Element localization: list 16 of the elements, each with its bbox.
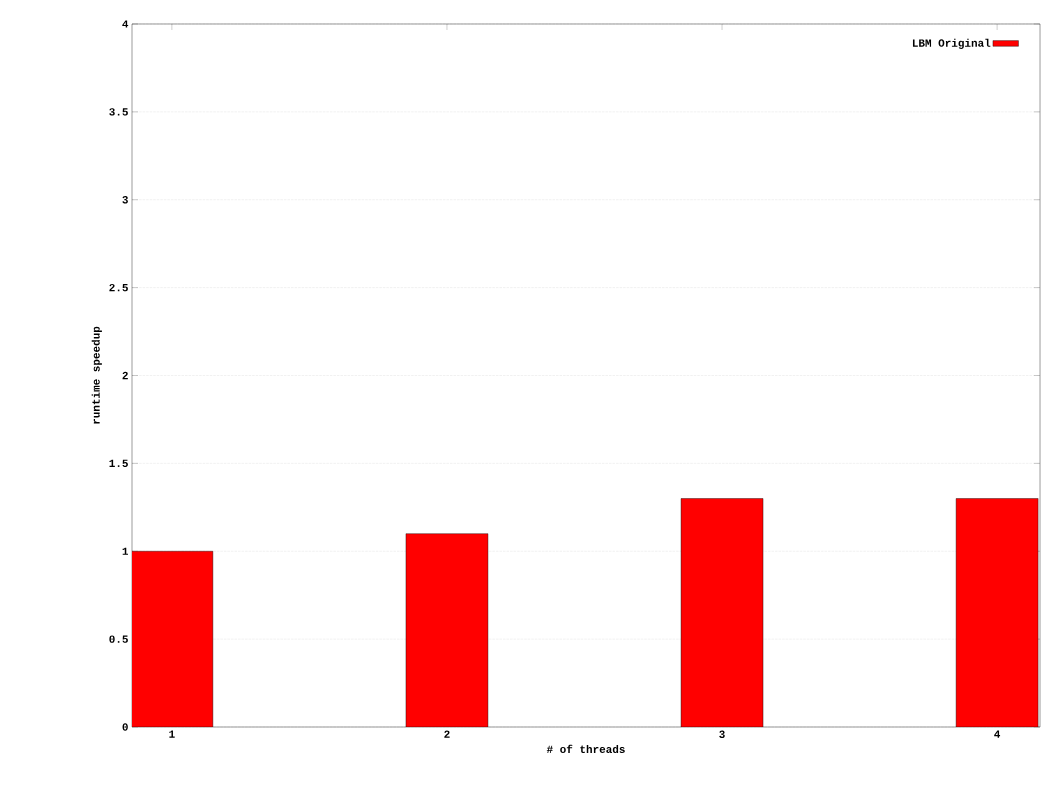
y-tick-label: 1.5	[109, 459, 128, 468]
y-tick-label: 3	[122, 196, 128, 204]
x-tick-label: 1	[169, 730, 175, 738]
y-tick-label: 2	[122, 371, 128, 380]
x-axis-title: # of threads	[546, 744, 625, 754]
y-tick-label: 4	[122, 20, 129, 28]
y-axis-title: runtime speedup	[91, 326, 102, 424]
legend-label: LBM Original	[912, 38, 991, 49]
y-tick-label: 3.5	[109, 108, 128, 116]
y-tick-label: 1	[122, 547, 129, 555]
x-tick-label: 3	[719, 730, 725, 738]
y-tick-label: 0.5	[109, 635, 128, 643]
x-tick-label: 4	[994, 730, 1001, 738]
x-tick-label: 2	[444, 730, 450, 738]
y-tick-label: 0	[122, 723, 128, 731]
y-tick-label: 2.5	[109, 283, 128, 292]
